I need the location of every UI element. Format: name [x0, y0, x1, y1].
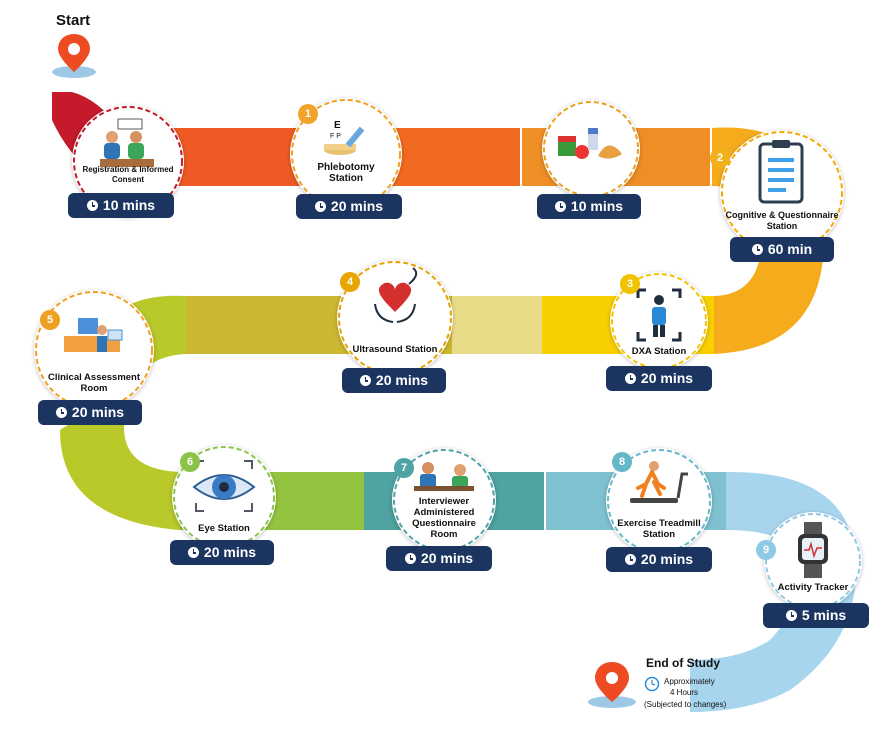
station-number-7: 7	[394, 458, 414, 478]
clock-icon	[751, 244, 763, 255]
station-ultrasound: Ultrasound Station	[337, 260, 453, 376]
clock-icon	[55, 407, 67, 418]
station-label: Cognitive & Questionnaire Station	[725, 210, 839, 231]
food-icon	[558, 128, 622, 159]
time-pill-interviewer: 20 mins	[386, 546, 492, 571]
station-clinical: Clinical Assessment Room	[34, 290, 154, 410]
station-number-8: 8	[612, 452, 632, 472]
clock-icon	[624, 373, 636, 384]
station-number-6: 6	[180, 452, 200, 472]
station-number-4: 4	[340, 272, 360, 292]
station-activity-tracker: Activity Tracker	[764, 512, 862, 610]
station-label: Ultrasound Station	[352, 344, 438, 355]
start-label: Start	[56, 12, 91, 29]
end-title: End of Study	[646, 656, 720, 670]
station-break	[542, 100, 640, 198]
time-pill-phlebotomy: 20 mins	[296, 194, 402, 219]
station-label: Eye Station	[198, 523, 250, 534]
station-label: Phlebotomy Station	[317, 162, 375, 184]
eye-chart-syringe-icon: E F P	[324, 120, 365, 155]
heart-hands-icon	[374, 267, 418, 323]
clock-icon	[187, 547, 199, 558]
time-pill-ultrasound: 20 mins	[342, 368, 446, 393]
end-note: (Subjected to changes)	[644, 700, 727, 709]
time-pill-eye: 20 mins	[170, 540, 274, 565]
station-label: Interviewer Administered Questionnaire R…	[412, 496, 476, 540]
time-pill-cognitive: 60 min	[730, 237, 834, 262]
station-number-3: 3	[620, 274, 640, 294]
clock-icon	[624, 554, 636, 565]
time-pill-activity-tracker: 5 mins	[763, 603, 869, 628]
clock-icon	[785, 610, 797, 621]
clinical-room-icon	[64, 318, 123, 352]
station-number-5: 5	[40, 310, 60, 330]
clock-icon	[404, 553, 416, 564]
clock-icon	[359, 375, 371, 386]
station-label: Activity Tracker	[777, 582, 849, 593]
end-approx-line1: Approximately	[664, 677, 715, 686]
svg-text:E: E	[334, 120, 341, 131]
station-label: Clinical Assessment Room	[47, 372, 141, 394]
svg-text:F P: F P	[330, 133, 341, 140]
registration-icon	[100, 118, 154, 167]
station-cognitive: Cognitive & Questionnaire Station	[720, 130, 844, 254]
time-pill-registration: 10 mins	[68, 193, 174, 218]
end-approx-line2: 4 Hours	[670, 688, 699, 697]
station-label: DXA Station	[631, 346, 687, 357]
station-number-1: 1	[298, 104, 318, 124]
station-number-2: 2	[710, 148, 730, 168]
start-pin-icon	[52, 34, 96, 78]
time-pill-clinical: 20 mins	[38, 400, 142, 425]
clock-icon	[314, 201, 326, 212]
end-clock-icon	[644, 676, 660, 692]
end-pin-icon	[588, 662, 636, 708]
treadmill-icon	[630, 461, 688, 503]
time-pill-dxa: 20 mins	[606, 366, 712, 391]
time-pill-break: 10 mins	[537, 194, 641, 219]
clock-icon	[86, 200, 98, 211]
time-pill-treadmill: 20 mins	[606, 547, 712, 572]
clipboard-icon	[758, 140, 804, 204]
interview-icon	[414, 462, 474, 491]
smartwatch-icon	[798, 522, 828, 578]
station-number-9: 9	[756, 540, 776, 560]
station-label: Registration & Informed Consent	[82, 165, 174, 184]
station-label: Exercise Treadmill Station	[617, 518, 701, 540]
clock-icon	[554, 201, 566, 212]
